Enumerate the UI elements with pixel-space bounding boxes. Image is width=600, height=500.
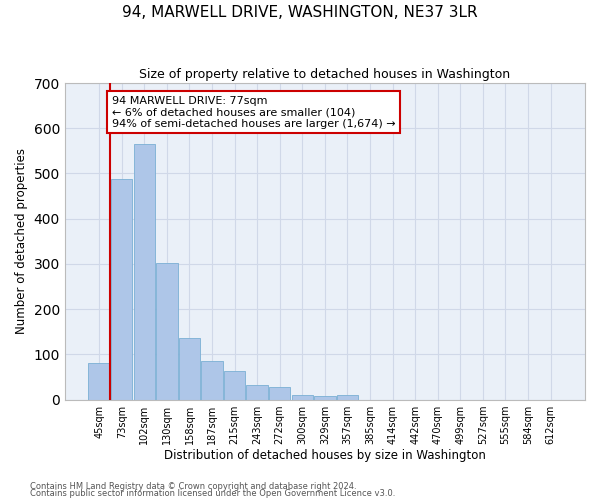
Title: Size of property relative to detached houses in Washington: Size of property relative to detached ho… xyxy=(139,68,511,80)
Bar xyxy=(179,338,200,400)
Bar xyxy=(88,364,110,400)
Bar xyxy=(247,385,268,400)
Bar xyxy=(134,144,155,400)
Bar xyxy=(337,395,358,400)
Bar xyxy=(156,262,178,400)
X-axis label: Distribution of detached houses by size in Washington: Distribution of detached houses by size … xyxy=(164,450,486,462)
Bar xyxy=(269,388,290,400)
Text: Contains public sector information licensed under the Open Government Licence v3: Contains public sector information licen… xyxy=(30,489,395,498)
Text: 94 MARWELL DRIVE: 77sqm
← 6% of detached houses are smaller (104)
94% of semi-de: 94 MARWELL DRIVE: 77sqm ← 6% of detached… xyxy=(112,96,395,129)
Y-axis label: Number of detached properties: Number of detached properties xyxy=(15,148,28,334)
Text: 94, MARWELL DRIVE, WASHINGTON, NE37 3LR: 94, MARWELL DRIVE, WASHINGTON, NE37 3LR xyxy=(122,5,478,20)
Bar xyxy=(202,361,223,400)
Bar xyxy=(292,395,313,400)
Text: Contains HM Land Registry data © Crown copyright and database right 2024.: Contains HM Land Registry data © Crown c… xyxy=(30,482,356,491)
Bar xyxy=(111,180,133,400)
Bar xyxy=(314,396,335,400)
Bar xyxy=(224,371,245,400)
